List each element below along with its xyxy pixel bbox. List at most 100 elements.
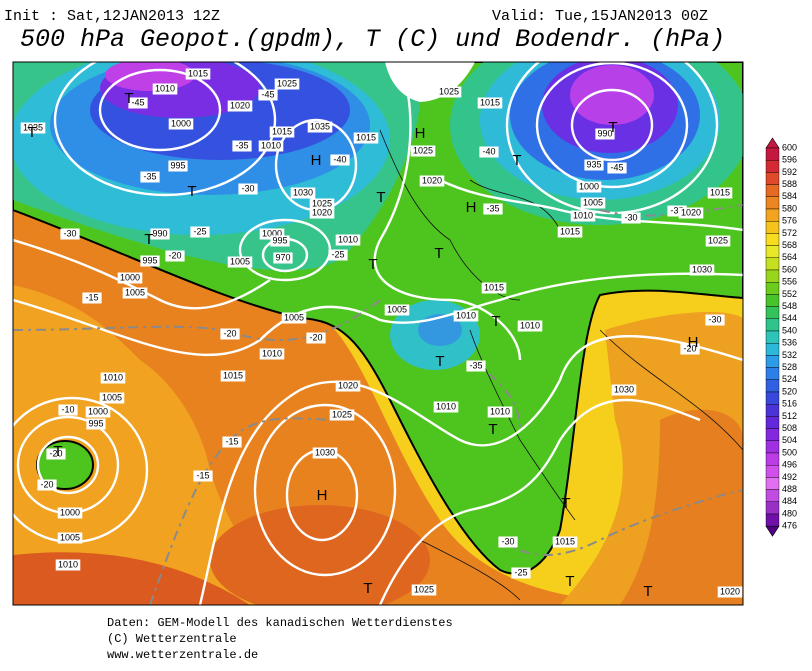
isoline-label: 1010 xyxy=(261,140,281,150)
colorbar-label: 564 xyxy=(782,252,797,262)
isoline-label: -30 xyxy=(624,212,637,222)
valid-time: Valid: Tue,15JAN2013 00Z xyxy=(492,8,708,25)
label-box xyxy=(312,447,338,459)
isoline-label: -20 xyxy=(223,328,236,338)
isoline-label: 1005 xyxy=(387,304,407,314)
isoline-label: 1010 xyxy=(58,559,78,569)
pressure-center: T xyxy=(488,421,497,438)
isoline-label: 1000 xyxy=(120,272,140,282)
isobar xyxy=(13,238,271,310)
colorbar-label: 592 xyxy=(782,167,797,177)
colorbar-band xyxy=(765,184,780,198)
isoline-label: -25 xyxy=(331,249,344,259)
isoline-label: 1000 xyxy=(60,507,80,517)
footer-line: Daten: GEM-Modell des kanadischen Wetter… xyxy=(107,616,453,630)
isoline-label: 1035 xyxy=(310,121,330,131)
label-box xyxy=(453,310,479,322)
label-box xyxy=(122,287,148,299)
colorbar-label: 508 xyxy=(782,423,797,433)
label-box xyxy=(680,343,700,355)
pressure-center: T xyxy=(363,580,372,597)
label-box xyxy=(611,384,637,396)
pressure-center: T xyxy=(27,124,36,141)
label-box xyxy=(258,89,278,101)
isobar xyxy=(53,62,277,197)
label-box xyxy=(238,183,258,195)
isobar xyxy=(439,178,743,232)
isoline-label: 1010 xyxy=(103,372,123,382)
isoline-label: 1030 xyxy=(614,384,634,394)
isoline-label: 1025 xyxy=(439,86,459,96)
label-box xyxy=(717,586,743,598)
pressure-center: H xyxy=(311,152,322,169)
isoline-label: 1005 xyxy=(230,256,250,266)
label-box xyxy=(270,235,290,247)
isotherm xyxy=(499,489,743,556)
isoline-label: 1030 xyxy=(315,447,335,457)
colorbar-label: 568 xyxy=(782,240,797,250)
label-box xyxy=(20,122,46,134)
isoline-label: -35 xyxy=(143,171,156,181)
colorbar-label: 476 xyxy=(782,521,797,531)
label-box xyxy=(86,418,106,430)
pressure-center: H xyxy=(466,199,477,216)
isoline-label: 1000 xyxy=(262,228,282,238)
colorbar-label: 560 xyxy=(782,264,797,274)
label-box xyxy=(140,255,160,267)
label-box xyxy=(232,140,252,152)
label-box xyxy=(150,228,170,240)
isotherm xyxy=(469,204,743,431)
pressure-center: T xyxy=(376,189,385,206)
pressure-center: T xyxy=(435,353,444,370)
colorbar-label: 528 xyxy=(782,362,797,372)
field-central-blue xyxy=(418,314,462,346)
pressure-center: T xyxy=(434,245,443,262)
label-box xyxy=(307,121,333,133)
isobar xyxy=(98,68,222,152)
colorbar-label: 516 xyxy=(782,399,797,409)
label-box xyxy=(466,360,486,372)
colorbar-band xyxy=(765,196,780,210)
colorbar-label: 484 xyxy=(782,496,797,506)
colorbar-band xyxy=(765,501,780,515)
label-box xyxy=(353,132,379,144)
pressure-center: H xyxy=(317,487,328,504)
colorbar-band xyxy=(765,245,780,259)
colorbar-label: 532 xyxy=(782,350,797,360)
colorbar: 600 596 592 588 584 580 576 572 568 564 560 556 552 5… xyxy=(765,137,797,537)
label-box xyxy=(258,140,284,152)
label-box xyxy=(335,234,361,246)
colorbar-label: 480 xyxy=(782,508,797,518)
colorbar-band xyxy=(765,440,780,454)
isoline-label: 1035 xyxy=(23,122,43,132)
label-box xyxy=(584,159,604,171)
label-box xyxy=(411,584,437,596)
pressure-center: T xyxy=(124,90,133,107)
isoline-label: 995 xyxy=(142,255,157,265)
isoline-label: -20 xyxy=(309,332,322,342)
isoline-label: 1010 xyxy=(262,348,282,358)
colorbar-label: 520 xyxy=(782,386,797,396)
colorbar-band xyxy=(765,465,780,478)
colorbar-band xyxy=(765,513,780,527)
colorbar-band xyxy=(765,330,780,344)
label-box xyxy=(487,406,513,418)
isoline-label: 1000 xyxy=(88,406,108,416)
pressure-center: T xyxy=(608,119,617,136)
isoline-label: -35 xyxy=(486,203,499,213)
isoline-label: 1005 xyxy=(125,287,145,297)
label-box xyxy=(220,328,240,340)
isoline-label: 1010 xyxy=(573,210,593,220)
label-box xyxy=(433,401,459,413)
isoline-label: -45 xyxy=(261,89,274,99)
label-box xyxy=(37,479,57,491)
isoline-label: 1000 xyxy=(579,181,599,191)
isoline-label: -35 xyxy=(670,205,683,215)
colorbar-cap xyxy=(765,525,780,537)
colorbar-label: 544 xyxy=(782,313,797,323)
label-box xyxy=(705,314,725,326)
colorbar-band xyxy=(765,233,780,246)
isoline-label: 1015 xyxy=(560,226,580,236)
